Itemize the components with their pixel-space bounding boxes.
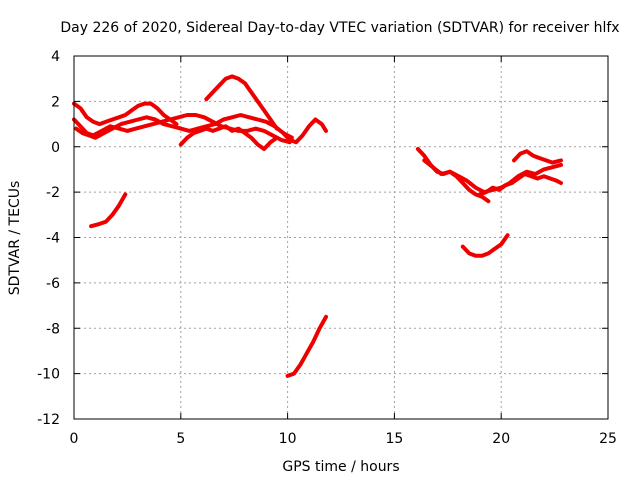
y-tick-label: -6 <box>46 276 60 292</box>
y-tick-label: -12 <box>37 412 60 428</box>
y-tick-label: 2 <box>51 94 60 110</box>
series-trace-7 <box>89 192 128 229</box>
x-tick-label: 5 <box>176 431 185 447</box>
series-trace-13 <box>460 233 510 258</box>
y-tick-label: -2 <box>46 185 60 201</box>
axis-ticks: 0 5 10 15 20 25 -12 -10 -8 -6 -4 -2 0 2 4 <box>37 49 617 447</box>
grid <box>74 56 608 419</box>
y-tick-label: 0 <box>51 140 60 156</box>
data-traces <box>72 74 563 378</box>
series-trace-8 <box>285 314 328 378</box>
x-tick-label: 10 <box>279 431 297 447</box>
x-axis-label: GPS time / hours <box>282 459 399 475</box>
series-trace-2 <box>72 113 292 145</box>
y-tick-label: -8 <box>46 321 60 337</box>
series-trace-12 <box>512 149 563 165</box>
x-tick-label: 0 <box>70 431 79 447</box>
chart-title: Day 226 of 2020, Sidereal Day-to-day VTE… <box>60 20 619 36</box>
x-tick-label: 15 <box>385 431 403 447</box>
x-tick-label: 20 <box>492 431 510 447</box>
series-trace-6 <box>281 117 328 145</box>
y-tick-label: -4 <box>46 231 60 247</box>
series-trace-5 <box>204 74 279 131</box>
y-tick-label: 4 <box>51 49 60 65</box>
series-trace-3 <box>74 113 294 140</box>
y-axis-label: SDTVAR / TECUs <box>7 181 23 296</box>
y-tick-label: -10 <box>37 367 60 383</box>
series-trace-11 <box>477 172 563 197</box>
x-tick-label: 25 <box>599 431 617 447</box>
series-trace-1 <box>72 101 179 127</box>
series-trace-4 <box>178 124 279 151</box>
